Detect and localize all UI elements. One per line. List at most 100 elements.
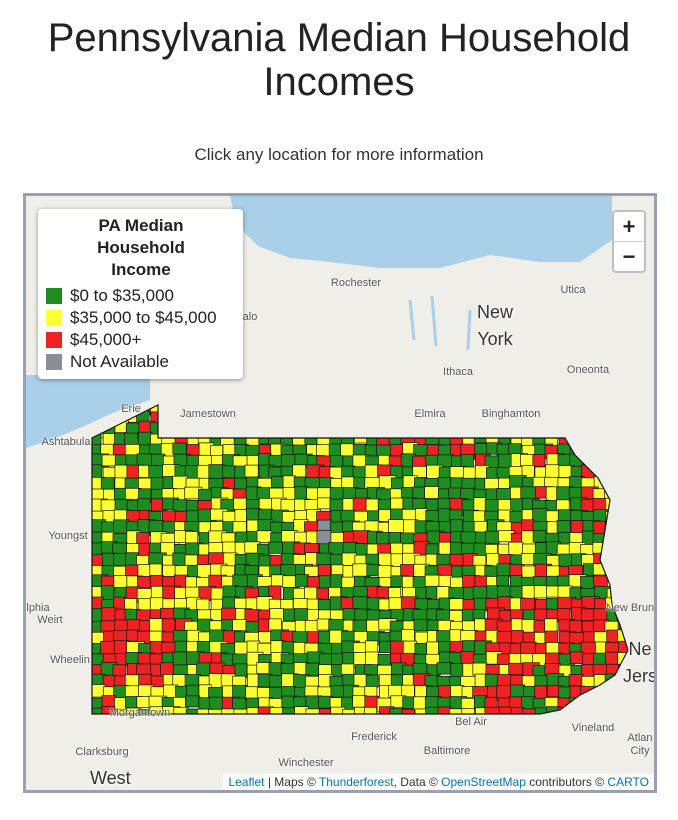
county [580, 686, 599, 699]
county [282, 405, 301, 411]
county [390, 410, 408, 426]
county [618, 405, 628, 416]
county [593, 453, 613, 469]
county [631, 576, 645, 589]
county [592, 405, 606, 411]
legend-title: PA Median Household Income [97, 216, 185, 279]
county [424, 486, 440, 499]
place-label: Atlan City [627, 732, 653, 757]
county [509, 575, 523, 588]
county [630, 421, 642, 435]
county [390, 674, 405, 687]
county [631, 412, 648, 428]
county [629, 566, 645, 579]
county [389, 708, 407, 714]
county [593, 422, 608, 435]
county [545, 464, 560, 480]
county [437, 564, 452, 577]
county [126, 707, 141, 714]
county [592, 563, 610, 576]
county [618, 576, 628, 588]
county [631, 499, 645, 511]
county [558, 420, 577, 438]
place-label: Ithaca [443, 366, 473, 378]
county [484, 420, 503, 434]
county [244, 421, 259, 434]
county [148, 520, 164, 534]
county [352, 405, 367, 415]
county [631, 533, 648, 546]
county [246, 405, 264, 415]
county [318, 653, 333, 667]
legend-label: $45,000+ [70, 330, 142, 349]
county [592, 520, 606, 536]
legend-item: $35,000 to $45,000 [46, 307, 243, 329]
county [234, 641, 249, 656]
county [556, 520, 571, 534]
attribution: Leaflet | Maps © Thunderforest, Data © O… [223, 774, 654, 790]
county [618, 411, 628, 426]
county [497, 499, 512, 512]
county [630, 619, 645, 631]
county [329, 574, 343, 589]
finger-lakes [408, 295, 472, 351]
place-label: Baltimore [423, 745, 471, 757]
county [592, 696, 608, 709]
place-label: Bel Air [455, 716, 487, 728]
county [558, 405, 572, 416]
county [126, 619, 140, 632]
place-label: Jamestown [180, 408, 236, 420]
map-canvas [26, 196, 648, 715]
county [294, 706, 309, 714]
county [606, 455, 620, 472]
county [378, 552, 392, 567]
county [532, 454, 546, 467]
legend-swatch [46, 288, 62, 304]
county [605, 475, 624, 491]
attribution-link[interactable]: Thunderforest [318, 775, 394, 789]
map[interactable]: Rochester alo New York Utica Ithaca Oneonta Er… [23, 193, 657, 793]
county [354, 706, 371, 714]
county [606, 706, 626, 714]
county [330, 685, 345, 698]
attribution-link[interactable]: OpenStreetMap [441, 775, 526, 789]
zoom-in[interactable]: + [614, 212, 644, 242]
county [282, 707, 295, 714]
county [222, 465, 236, 478]
county [245, 410, 264, 425]
county [425, 432, 440, 445]
county [582, 405, 600, 417]
county [342, 708, 361, 714]
county [269, 422, 287, 436]
counties [92, 405, 648, 714]
attribution-link[interactable]: Leaflet [228, 775, 265, 789]
county [185, 708, 203, 714]
county [283, 608, 297, 622]
place-label: Winchester [278, 757, 334, 769]
county [258, 497, 273, 510]
county [616, 565, 628, 578]
county [354, 410, 368, 423]
county [617, 476, 628, 493]
county [522, 708, 540, 714]
county [280, 564, 298, 577]
county [197, 708, 215, 714]
attribution-link[interactable]: CARTO [607, 775, 649, 789]
county [510, 618, 524, 633]
county [292, 405, 312, 412]
zoom-out[interactable]: − [622, 244, 636, 269]
county [413, 618, 430, 632]
county [295, 420, 309, 434]
county [545, 405, 563, 412]
county [172, 499, 188, 512]
county [616, 508, 628, 524]
county [281, 511, 296, 524]
county [617, 585, 628, 598]
county [256, 687, 271, 700]
county [631, 456, 645, 469]
place-label: New York [476, 302, 513, 349]
legend-swatch [46, 332, 62, 348]
county [605, 405, 620, 414]
county [450, 412, 466, 425]
county [568, 674, 584, 687]
